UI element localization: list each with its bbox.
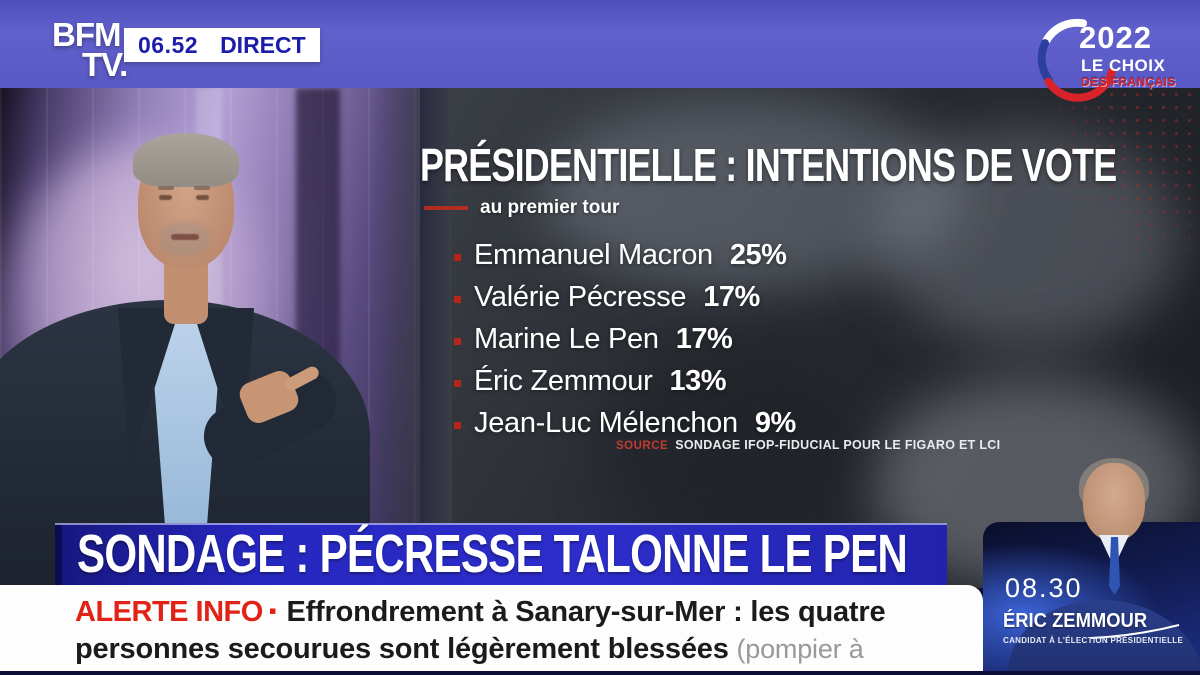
candidate-row: Jean-Luc Mélenchon 9% [420,403,1180,445]
time-direct-box: 06.52 DIRECT [124,28,320,62]
source-text: SONDAGE IFOP-FIDUCIAL POUR LE FIGARO ET … [675,438,1001,452]
candidate-list: Emmanuel Macron 25% Valérie Pécresse 17%… [420,235,1180,445]
source-label: SOURCE [616,440,669,452]
bullet-icon [454,295,461,303]
candidate-score: 13% [669,365,727,398]
alert-square-icon: ▪ [268,598,277,623]
live-badge: DIRECT [220,31,306,58]
candidate-score: 25% [729,239,787,272]
candidate-name: Valérie Pécresse [474,281,687,314]
alert-message: Effrondrement à Sanary-sur-Mer : les qua… [75,596,886,665]
logo-choice-line: LE CHOIX [1081,56,1166,75]
ballot-blur-blob [880,128,1180,348]
candidate-score: 17% [675,323,733,356]
candidate-row: Éric Zemmour 13% [420,361,1180,403]
poll-subtitle: au premier tour [480,196,620,218]
candidate-name: Marine Le Pen [474,323,659,356]
bottom-edge-strip [0,671,1200,675]
shadow-blur-blob [600,348,860,548]
presenter-eye [196,195,209,200]
promo-time: 08.30 [1005,573,1083,603]
zemmour-face [1083,463,1145,541]
promo-guest-name: ÉRIC ZEMMOUR [1003,610,1148,632]
zemmour-tie [1109,537,1120,595]
promo-card [983,522,1200,672]
candidate-row: Emmanuel Macron 25% [420,235,1180,277]
underline-swoosh-icon [1091,624,1180,639]
candidate-score: 9% [754,407,796,440]
bullet-icon [454,337,461,345]
candidate-name: Jean-Luc Mélenchon [474,407,738,440]
upcoming-show-promo: 08.30 ÉRIC ZEMMOUR CANDIDAT À L'ÉLECTION… [983,455,1200,672]
logo-francais-line: DES FRANÇAIS [1081,75,1176,89]
presenter-brow [194,186,210,190]
clock-time: 06.52 [138,31,199,58]
poll-graphic: PRÉSIDENTIELLE : INTENTIONS DE VOTE au p… [420,139,1180,452]
poll-title: PRÉSIDENTIELLE : INTENTIONS DE VOTE [420,139,1117,191]
studio-photo [0,88,420,588]
presenter-brow [158,186,174,190]
alert-text-block: ALERTE INFO ▪ Effrondrement à Sanary-sur-M… [75,592,961,675]
candidate-row: Marine Le Pen 17% [420,319,1180,361]
bullet-icon [454,253,461,261]
presenter-mouth [171,234,199,240]
bfmtv-logo-line1: BFM [52,16,121,53]
candidate-name: Éric Zemmour [474,365,653,398]
headline-text: SONDAGE : PÉCRESSE TALONNE LE PEN [77,524,908,584]
candidate-score: 17% [703,281,760,314]
poll-source: SOURCE SONDAGE IFOP-FIDUCIAL POUR LE FIGA… [616,436,1000,454]
presenter-hair [133,133,239,187]
bfmtv-logo: BFM TV. [52,18,128,84]
headline-banner: SONDAGE : PÉCRESSE TALONNE LE PEN [55,523,947,587]
presenter-eye [159,195,172,200]
scene-fade [372,88,452,588]
candidate-name: Emmanuel Macron [474,239,713,272]
bullet-icon [454,421,461,429]
election-2022-logo: 2022 LE CHOIX DES FRANÇAIS [1033,12,1195,104]
promo-guest-role: CANDIDAT À L'ÉLECTION PRÉSIDENTIELLE [1003,636,1184,645]
bullet-icon [454,379,461,387]
alert-band: ALERTE INFO ▪ Effrondrement à Sanary-sur-M… [0,585,983,675]
red-dash-icon [424,205,468,210]
alert-label: ALERTE INFO [75,596,263,628]
logo-year: 2022 [1079,20,1152,55]
ballot-blur-blob [540,98,960,288]
tricolor-arc-icon [1037,18,1116,102]
red-dot-pattern [1040,88,1200,278]
bfmtv-logo-line2: TV. [82,46,128,84]
candidate-row: Valérie Pécresse 17% [420,277,1180,319]
